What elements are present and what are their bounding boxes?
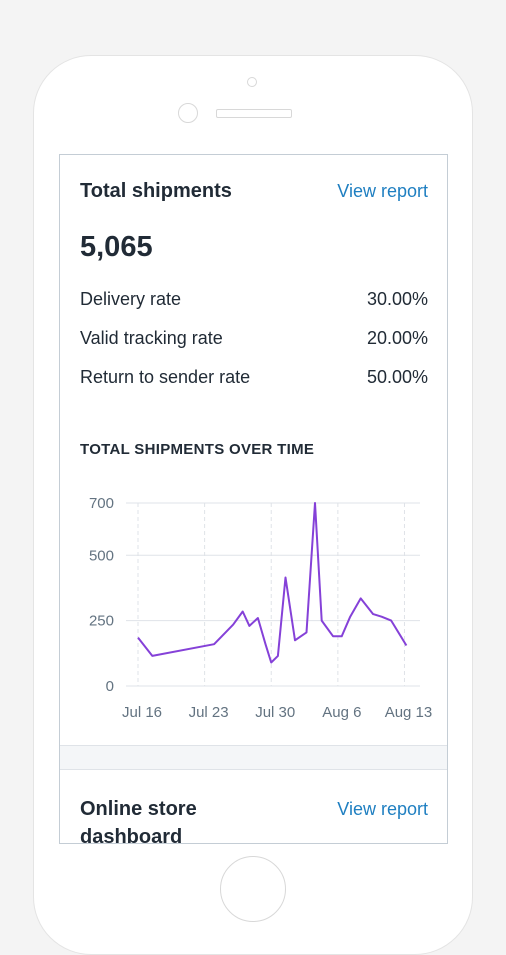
x-tick-label: Jul 16 (122, 704, 162, 721)
card-title: Online store dashboard (80, 798, 197, 844)
metric-value: 20.00% (366, 328, 428, 348)
online-store-dashboard-card: Online store dashboard View report (60, 769, 447, 844)
speaker-grille (216, 109, 292, 118)
y-tick-label: 0 (106, 678, 114, 695)
y-axis-ticks: 700 500 250 0 (89, 495, 114, 695)
view-report-link[interactable]: View report (337, 799, 428, 819)
y-tick-label: 700 (89, 495, 114, 512)
metric-label: Delivery rate (80, 289, 182, 309)
view-report-link[interactable]: View report (337, 181, 428, 201)
metric-row-delivery-rate: Delivery rate 30.00% (80, 289, 428, 311)
y-tick-label: 500 (89, 547, 114, 564)
y-tick-label: 250 (89, 613, 114, 630)
metric-label: Valid tracking rate (80, 328, 223, 348)
card-title: Total shipments (80, 180, 232, 202)
shipments-line-chart: 700 500 250 0 Jul 16 Jul 23 Jul 30 Aug 6 Aug 13 (89, 495, 432, 721)
x-tick-label: Jul 23 (189, 704, 229, 721)
phone-screen: Total shipments View report 5,065 Delive… (59, 154, 448, 844)
total-shipments-value: 5,065 (80, 231, 153, 263)
metric-value: 50.00% (366, 367, 428, 387)
metric-row-valid-tracking-rate: Valid tracking rate 20.00% (80, 328, 428, 350)
metric-row-return-to-sender-rate: Return to sender rate 50.00% (80, 367, 428, 389)
sensor-icon (178, 103, 198, 123)
chart-heading: TOTAL SHIPMENTS OVER TIME (80, 441, 315, 458)
x-axis-ticks: Jul 16 Jul 23 Jul 30 Aug 6 Aug 13 (122, 704, 432, 721)
x-tick-label: Aug 13 (385, 704, 433, 721)
chart-grid (126, 502, 420, 687)
metric-label: Return to sender rate (80, 367, 251, 387)
metric-value: 30.00% (366, 289, 428, 309)
series-line (137, 502, 408, 664)
x-tick-label: Jul 30 (255, 704, 295, 721)
home-button[interactable] (220, 856, 286, 922)
camera-icon (247, 77, 257, 87)
total-shipments-card: Total shipments View report 5,065 Delive… (60, 155, 447, 746)
x-tick-label: Aug 6 (322, 704, 361, 721)
